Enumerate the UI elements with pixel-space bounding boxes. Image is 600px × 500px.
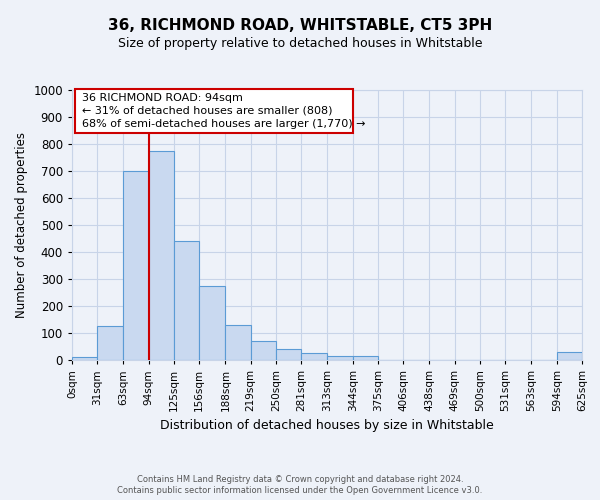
Bar bbox=[226, 325, 251, 360]
Bar bbox=[72, 358, 97, 360]
Bar bbox=[353, 356, 378, 360]
Bar bbox=[174, 241, 199, 360]
FancyBboxPatch shape bbox=[74, 88, 353, 133]
Bar bbox=[199, 286, 226, 360]
Bar bbox=[124, 171, 149, 360]
Bar bbox=[97, 326, 124, 360]
X-axis label: Distribution of detached houses by size in Whitstable: Distribution of detached houses by size … bbox=[160, 420, 494, 432]
Text: 68% of semi-detached houses are larger (1,770) →: 68% of semi-detached houses are larger (… bbox=[82, 118, 366, 128]
Text: Size of property relative to detached houses in Whitstable: Size of property relative to detached ho… bbox=[118, 38, 482, 51]
Bar bbox=[301, 353, 328, 360]
Text: 36, RICHMOND ROAD, WHITSTABLE, CT5 3PH: 36, RICHMOND ROAD, WHITSTABLE, CT5 3PH bbox=[108, 18, 492, 32]
Bar bbox=[149, 151, 174, 360]
Bar bbox=[328, 356, 353, 360]
Bar bbox=[276, 349, 301, 360]
Text: 36 RICHMOND ROAD: 94sqm: 36 RICHMOND ROAD: 94sqm bbox=[82, 93, 243, 103]
Text: ← 31% of detached houses are smaller (808): ← 31% of detached houses are smaller (80… bbox=[82, 106, 332, 116]
Text: Contains HM Land Registry data © Crown copyright and database right 2024.: Contains HM Land Registry data © Crown c… bbox=[137, 475, 463, 484]
Bar bbox=[557, 352, 582, 360]
Bar bbox=[251, 341, 276, 360]
Text: Contains public sector information licensed under the Open Government Licence v3: Contains public sector information licen… bbox=[118, 486, 482, 495]
Y-axis label: Number of detached properties: Number of detached properties bbox=[15, 132, 28, 318]
